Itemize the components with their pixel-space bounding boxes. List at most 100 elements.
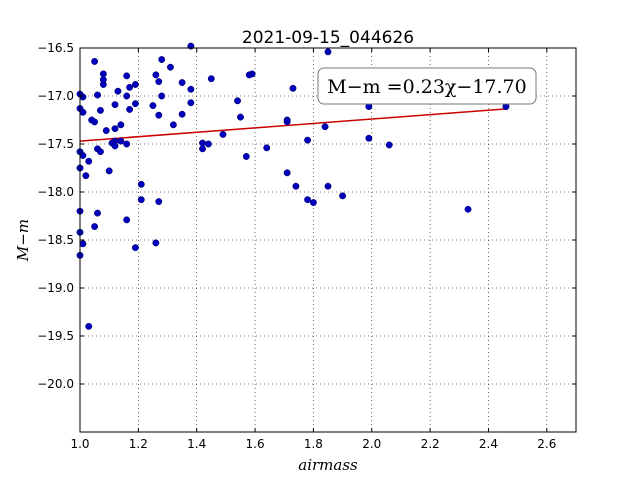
data-point [237,113,244,121]
y-tick-label: −20.0 [37,377,74,391]
fit-line [79,108,507,142]
data-point [304,196,312,204]
data-point [169,121,177,129]
y-tick-label: −19.5 [37,329,74,343]
data-point [152,71,160,79]
data-point [158,92,166,100]
data-point [365,134,373,142]
data-point [82,172,90,180]
data-point [79,152,87,159]
data-point [155,111,163,119]
data-point [309,199,317,207]
data-point [111,101,119,109]
x-axis-label: airmass [298,456,358,474]
data-point [178,110,186,118]
data-points [76,42,510,330]
y-tick-label: −18.0 [37,185,74,199]
data-point [283,169,291,177]
data-point [155,198,163,206]
data-point [242,153,250,160]
x-tick-label: 1.8 [304,437,323,451]
y-tick-label: −17.0 [37,89,74,103]
data-point [123,92,131,100]
y-tick-label: −18.5 [37,233,74,247]
data-point [385,141,393,149]
data-point [199,139,206,147]
data-point [204,140,212,148]
data-point [149,102,157,110]
data-point [137,196,145,204]
x-tick-label: 2.0 [362,437,381,451]
y-axis-label: M−m [14,219,32,262]
data-point [166,63,174,71]
data-point [152,239,160,247]
x-tick-label: 1.2 [129,437,148,451]
y-tick-label: −19.0 [37,281,74,295]
x-tick-label: 1.4 [187,437,206,451]
x-tick-label: 2.6 [537,437,556,451]
data-point [131,100,139,108]
data-point [245,71,253,79]
data-point [123,72,131,80]
data-point [283,118,291,126]
data-point [105,167,113,175]
data-point [292,182,300,190]
axis-ticks [79,47,576,432]
data-point [464,205,472,213]
x-tick-label: 1.0 [70,437,89,451]
data-point [304,136,312,144]
data-point [102,127,110,135]
data-point [85,157,93,165]
data-point [91,118,99,126]
data-point [94,91,101,99]
data-point [324,182,332,190]
data-point [131,244,139,252]
data-point [123,140,131,148]
fit-equation-box: M−m =0.23χ−17.70 [317,67,537,105]
y-tick-label: −16.5 [37,41,74,55]
fit-equation-frame [317,67,537,105]
data-point [117,137,125,145]
data-point [324,48,332,56]
data-point [96,106,104,114]
data-point [85,322,93,330]
data-point [339,192,347,200]
y-tick-label: −17.5 [37,137,74,151]
data-point [263,144,271,152]
data-point [96,148,104,156]
data-point [91,57,99,65]
data-point [137,180,145,188]
data-point [178,79,186,87]
data-point [187,85,195,93]
data-point [126,105,134,113]
data-point [99,81,107,88]
data-point [207,75,215,83]
data-point [99,70,107,78]
data-point [199,145,206,153]
fit-equation-label: M−m =0.23χ−17.70 [327,76,526,98]
x-tick-label: 1.6 [246,437,265,451]
data-point [155,78,163,86]
data-point [234,97,242,105]
data-point [79,240,87,248]
fit-line-layer [79,108,507,142]
y-tick-labels: −16.5 −17.0 −17.5 −18.0 −18.5 −19.0 −19.5 −20.0 [37,41,74,391]
x-tick-label: 2.2 [421,437,440,451]
data-point [114,87,122,95]
chart-title: 2021-09-15_044626 [242,28,414,48]
data-point [158,56,166,63]
data-point [117,121,125,129]
data-point [79,93,87,101]
data-point [126,83,134,91]
data-point [94,209,101,217]
data-point [321,123,329,131]
data-point [187,99,195,107]
data-point [219,130,227,138]
data-point [91,223,99,231]
x-tick-labels: 1.0 1.2 1.4 1.6 1.8 2.0 2.2 2.4 2.6 [70,437,556,451]
data-point [111,142,119,150]
data-point [111,125,119,133]
data-point [289,84,297,92]
data-point [79,108,87,116]
